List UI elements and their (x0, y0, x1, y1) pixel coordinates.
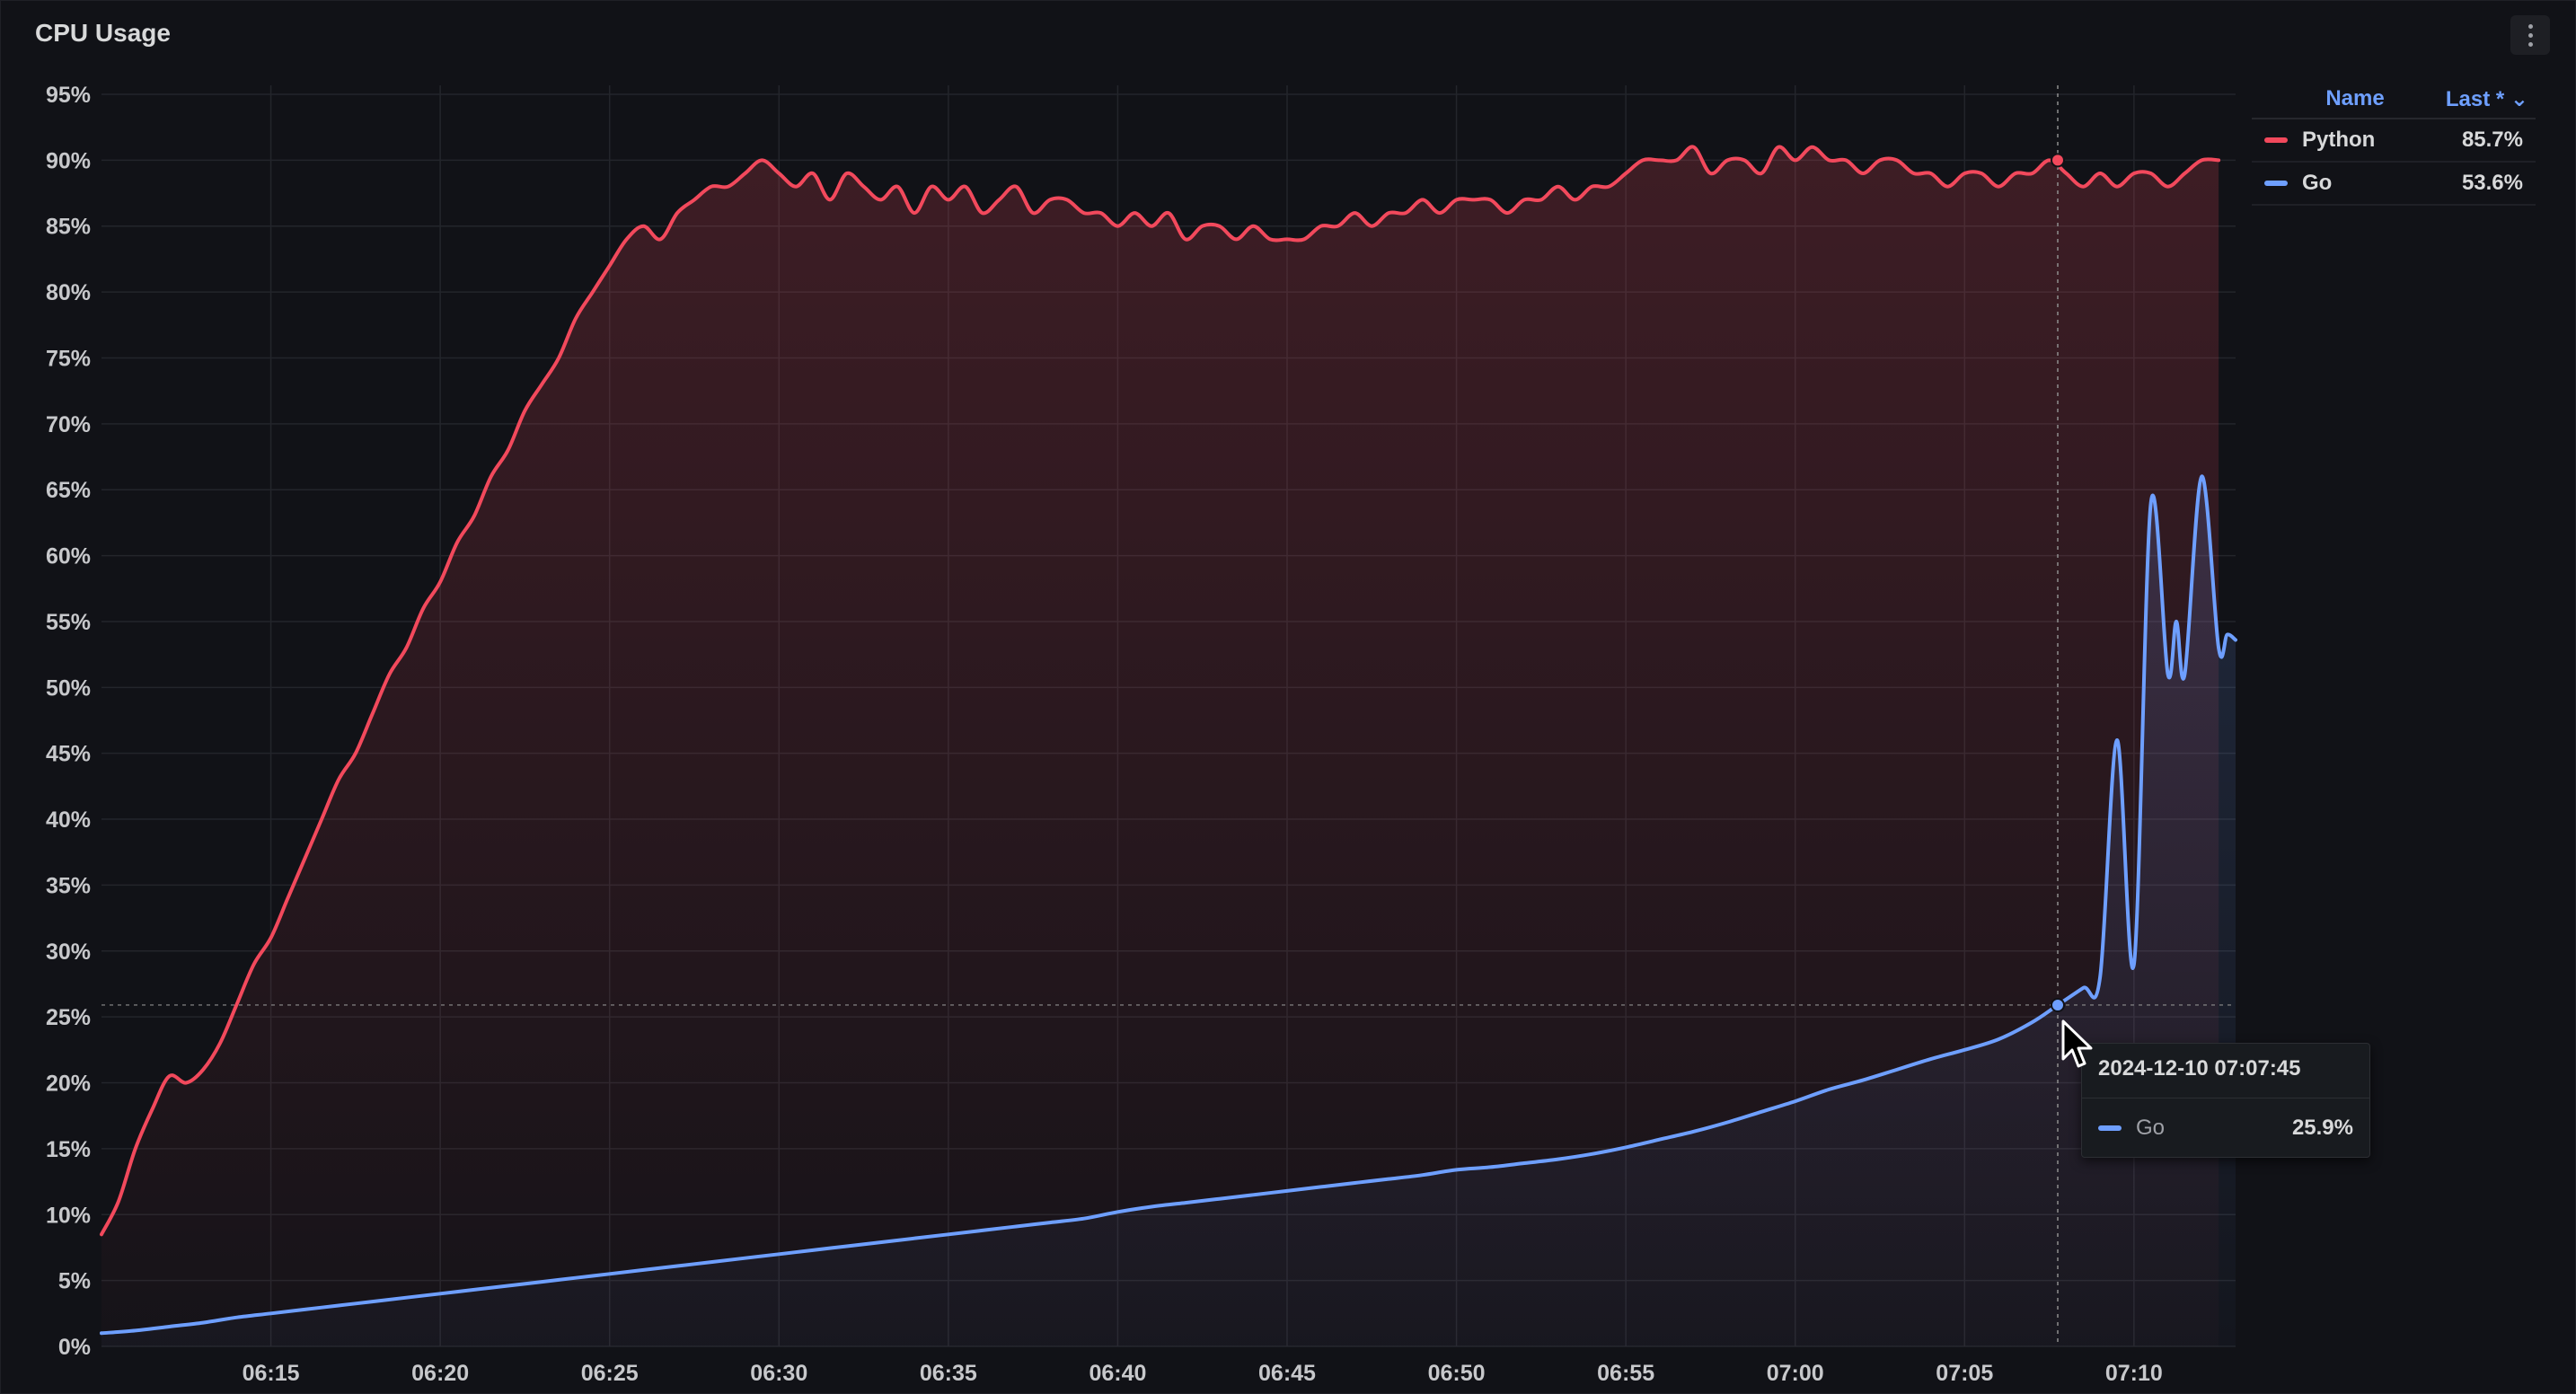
legend-series-last: 53.6% (2461, 171, 2523, 195)
chevron-down-icon: ⌄ (2510, 86, 2528, 111)
hover-tooltip: 2024-12-10 07:07:45 Go 25.9% (2081, 1043, 2370, 1158)
mouse-pointer-icon (2061, 1019, 2093, 1068)
menu-dot-icon (2527, 32, 2533, 38)
y-tick-label: 40% (46, 807, 91, 833)
y-axis: 0% 5% 10% 15% 20% 25% 30% 35% 40% 45% 50% 55% 60% 65%… (46, 83, 91, 1360)
tooltip-series-name: Go (2136, 1116, 2166, 1140)
series-layer (100, 145, 2237, 1346)
x-tick-label: 07:10 (2105, 1361, 2163, 1386)
y-tick-label: 10% (46, 1203, 91, 1228)
legend-table: Name Last * ⌄ Python 85.7% Go 53.6% (2252, 80, 2536, 206)
series-line-python (100, 145, 2221, 1237)
y-tick-label: 25% (46, 1005, 91, 1030)
x-tick-label: 06:35 (920, 1361, 977, 1386)
series-color-swatch (2264, 181, 2288, 186)
series-area-go (101, 476, 2236, 1346)
hover-point-go (2051, 997, 2065, 1012)
y-tick-label: 50% (46, 675, 91, 701)
y-tick-label: 95% (46, 83, 91, 108)
y-tick-label: 30% (46, 940, 91, 965)
y-tick-label: 90% (46, 148, 91, 173)
legend-row-python[interactable]: Python 85.7% (2252, 119, 2536, 163)
y-tick-label: 45% (46, 742, 91, 767)
x-tick-label: 06:30 (750, 1361, 807, 1386)
y-tick-label: 35% (46, 873, 91, 898)
x-tick-label: 06:20 (411, 1361, 469, 1386)
x-tick-label: 06:50 (1428, 1361, 1486, 1386)
panel-title: CPU Usage (35, 19, 171, 47)
y-tick-label: 0% (58, 1335, 91, 1360)
x-tick-label: 07:00 (1767, 1361, 1824, 1386)
x-tick-label: 06:15 (243, 1361, 300, 1386)
y-tick-label: 70% (46, 412, 91, 437)
tooltip-series-row: Go 25.9% (2098, 1116, 2353, 1141)
series-color-swatch (2264, 137, 2288, 143)
series-area-python (101, 146, 2219, 1346)
series-line-go (100, 474, 2237, 1336)
y-tick-label: 65% (46, 478, 91, 503)
y-tick-label: 85% (46, 215, 91, 240)
menu-dot-icon (2527, 41, 2533, 47)
y-tick-label: 15% (46, 1137, 91, 1162)
legend-row-go[interactable]: Go 53.6% (2252, 163, 2536, 206)
x-tick-label: 06:45 (1258, 1361, 1316, 1386)
legend-series-name: Go (2302, 171, 2333, 195)
tooltip-timestamp: 2024-12-10 07:07:45 (2098, 1056, 2301, 1081)
x-tick-label: 07:05 (1936, 1361, 1993, 1386)
y-tick-label: 55% (46, 610, 91, 635)
tooltip-series-value: 25.9% (2291, 1116, 2353, 1140)
hover-layer (101, 85, 2236, 1346)
legend-header: Name Last * ⌄ (2252, 80, 2536, 119)
y-tick-label: 75% (46, 346, 91, 371)
series-color-swatch (2098, 1125, 2122, 1131)
legend-last-header[interactable]: Last * ⌄ (2430, 86, 2536, 112)
x-tick-label: 06:25 (581, 1361, 639, 1386)
legend-name-header[interactable]: Name (2325, 86, 2385, 110)
x-tick-label: 06:40 (1089, 1361, 1146, 1386)
menu-dot-icon (2527, 23, 2533, 29)
legend-last-label: Last * (2445, 86, 2505, 111)
x-tick-label: 06:55 (1597, 1361, 1654, 1386)
hover-point-python (2051, 153, 2065, 168)
y-tick-label: 60% (46, 544, 91, 569)
legend-series-name: Python (2302, 128, 2376, 152)
y-tick-label: 20% (46, 1072, 91, 1097)
y-tick-label: 80% (46, 280, 91, 305)
legend-series-last: 85.7% (2461, 128, 2523, 152)
panel-menu-icon[interactable] (2510, 15, 2550, 55)
y-tick-label: 5% (58, 1269, 91, 1294)
x-axis: 06:15 06:20 06:25 06:30 06:35 06:40 06:45 06:50… (243, 1361, 2163, 1386)
